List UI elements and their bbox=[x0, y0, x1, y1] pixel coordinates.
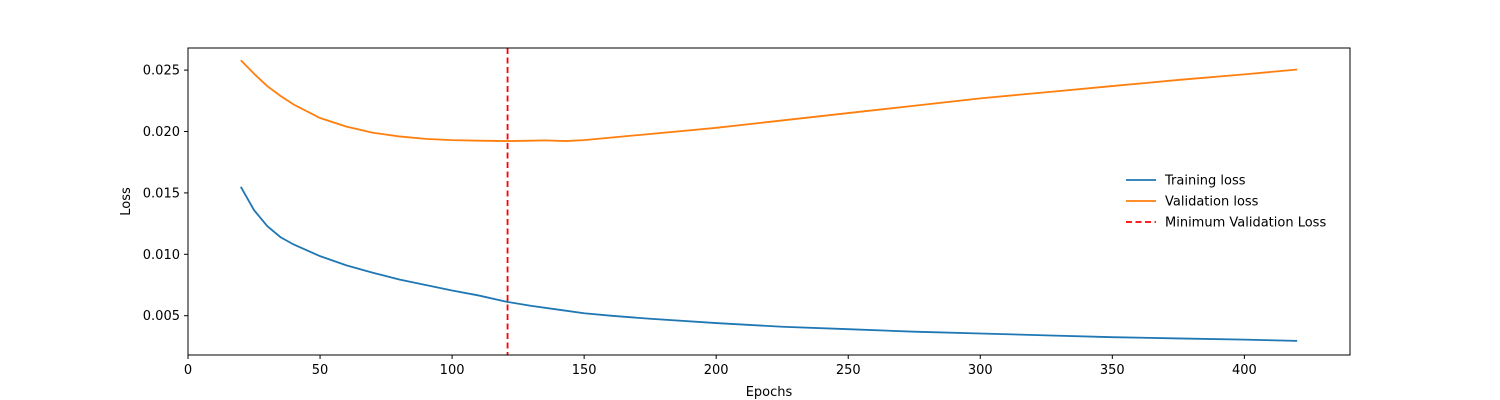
y-axis-ticks: 0.005 0.010 0.015 0.020 0.025 bbox=[143, 64, 188, 324]
series-line-training-loss bbox=[240, 186, 1298, 342]
y-tick-label: 0.010 bbox=[143, 248, 180, 263]
series-layer bbox=[240, 48, 1298, 355]
x-tick-label: 400 bbox=[1232, 363, 1257, 378]
x-tick-label: 50 bbox=[312, 363, 329, 378]
y-tick-label: 0.005 bbox=[143, 309, 180, 324]
x-tick-label: 100 bbox=[440, 363, 465, 378]
legend-label: Minimum Validation Loss bbox=[1165, 216, 1326, 231]
plot-frame bbox=[187, 47, 1351, 356]
x-axis-label: Epochs bbox=[746, 385, 793, 400]
series-line-validation-loss bbox=[240, 59, 1298, 142]
x-tick-label: 200 bbox=[704, 363, 729, 378]
y-axis-label: Loss bbox=[119, 187, 134, 216]
x-tick-label: 300 bbox=[968, 363, 993, 378]
legend-label: Validation loss bbox=[1165, 195, 1259, 210]
y-tick-label: 0.015 bbox=[143, 186, 180, 201]
x-tick-label: 0 bbox=[184, 363, 192, 378]
y-tick-label: 0.020 bbox=[143, 125, 180, 140]
x-tick-label: 250 bbox=[836, 363, 861, 378]
legend-label: Training loss bbox=[1164, 174, 1246, 189]
x-tick-label: 150 bbox=[572, 363, 597, 378]
legend: Training loss Validation loss Minimum Vali… bbox=[1126, 174, 1326, 231]
x-tick-label: 350 bbox=[1100, 363, 1125, 378]
x-axis-ticks: 0 50 100 150 200 250 300 350 400 bbox=[184, 355, 1257, 378]
y-tick-label: 0.025 bbox=[143, 64, 180, 79]
